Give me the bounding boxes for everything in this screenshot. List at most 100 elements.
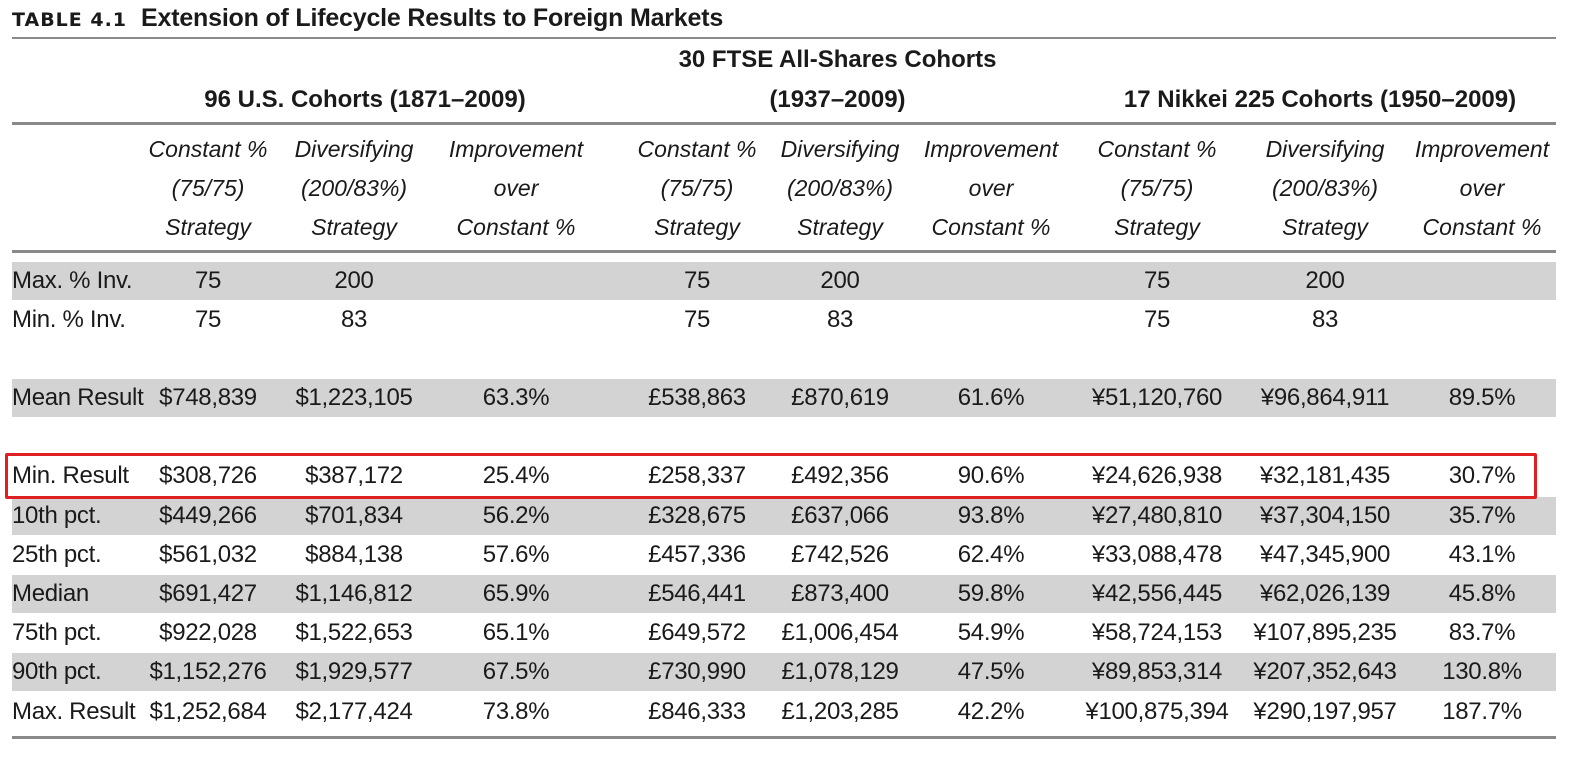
table-cell: £873,400: [791, 580, 889, 607]
table-cell: $1,223,105: [295, 384, 413, 411]
table-cell: £870,619: [791, 384, 889, 411]
table-cell: [916, 262, 1066, 300]
table-cell: 75: [683, 306, 711, 333]
table-title: TABLE 4.1 Extension of Lifecycle Results …: [12, 2, 723, 34]
table-cell: 83.7%: [1448, 619, 1516, 646]
subheader-line: over: [1459, 175, 1505, 201]
table-cell: £730,990: [648, 658, 746, 685]
table-row: Min. Result $308,726 $387,172 25.4% £258,337…: [12, 457, 1556, 495]
table-cell: ¥24,626,938: [1091, 462, 1223, 489]
group-header-us: 96 U.S. Cohorts (1871–2009): [130, 40, 600, 120]
table-cell: 75: [194, 306, 222, 333]
table-cell: £457,336: [648, 541, 746, 568]
subheader-line: Strategy: [311, 214, 397, 240]
table-cell: 73.8%: [482, 698, 550, 725]
table-cell: 63.3%: [482, 384, 550, 411]
row-label: Max. % Inv.: [12, 267, 133, 294]
table-cell: 30.7%: [1448, 462, 1516, 489]
table-cell: 61.6%: [957, 384, 1025, 411]
table-cell: ¥207,352,643: [1253, 658, 1397, 685]
row-label: Mean Result: [12, 384, 144, 411]
table-cell: ¥89,853,314: [1091, 658, 1223, 685]
row-label: 10th pct.: [12, 502, 102, 529]
table-cell: 47.5%: [957, 658, 1025, 685]
table-cell: 67.5%: [482, 658, 550, 685]
table-cell: 187.7%: [1442, 698, 1522, 725]
table-cell: ¥100,875,394: [1085, 698, 1229, 725]
subheader-line: Diversifying: [1265, 136, 1385, 162]
column-subheader: Diversifying (200/83%) Strategy: [1250, 130, 1400, 247]
table-cell: $1,152,276: [149, 658, 267, 685]
table-cell: ¥96,864,911: [1260, 384, 1390, 411]
subheader-line: Diversifying: [294, 136, 414, 162]
table-cell: $1,146,812: [295, 580, 413, 607]
table-cell: 75: [1143, 267, 1171, 294]
table-cell: ¥51,120,760: [1091, 384, 1223, 411]
subheader-line: Improvement: [448, 136, 584, 162]
table-cell: $308,726: [159, 462, 257, 489]
table-row: Max. % Inv. 75 200 75 200 75 200: [12, 262, 1556, 300]
subheader-line: Strategy: [165, 214, 251, 240]
table-cell: £328,675: [648, 502, 746, 529]
table-cell: 62.4%: [957, 541, 1025, 568]
table-cell: £649,572: [648, 619, 746, 646]
table-cell: ¥27,480,810: [1091, 502, 1223, 529]
column-subheader: Improvement over Constant %: [1407, 130, 1557, 247]
table-row: Max. Result $1,252,684 $2,177,424 73.8% £846…: [12, 693, 1556, 731]
top-rule: [12, 37, 1556, 39]
table-cell: £258,337: [648, 462, 746, 489]
table-cell: ¥42,556,445: [1091, 580, 1223, 607]
table-cell: 65.1%: [482, 619, 550, 646]
table-cell: ¥47,345,900: [1259, 541, 1391, 568]
subheader-line: Strategy: [1114, 214, 1200, 240]
table-cell: $2,177,424: [295, 698, 413, 725]
table-row: 25th pct. $561,032 $884,138 57.6% £457,336 £7…: [12, 536, 1556, 574]
table-row: Min. % Inv. 75 83 75 83 75 83: [12, 301, 1556, 339]
table-cell: £1,078,129: [781, 658, 899, 685]
table-cell: [916, 301, 1066, 339]
table-cell: 83: [1311, 306, 1339, 333]
table-cell: $701,834: [305, 502, 403, 529]
table-cell: $449,266: [159, 502, 257, 529]
table-cell: 54.9%: [957, 619, 1025, 646]
table-cell: [441, 262, 591, 300]
table-cell: ¥37,304,150: [1259, 502, 1391, 529]
subheader-line: Constant %: [456, 214, 576, 240]
table-cell: $387,172: [305, 462, 403, 489]
subheader-line: Strategy: [654, 214, 740, 240]
bottom-rule: [12, 736, 1556, 739]
table-row: Mean Result $748,839 $1,223,105 63.3% £538,8…: [12, 379, 1556, 417]
column-subheader: Constant % (75/75) Strategy: [1082, 130, 1232, 247]
table-cell: ¥32,181,435: [1259, 462, 1391, 489]
table-cell: £637,066: [791, 502, 889, 529]
table-cell: 65.9%: [482, 580, 550, 607]
table-cell: 75: [194, 267, 222, 294]
column-subheader: Constant % (75/75) Strategy: [622, 130, 772, 247]
table-cell: $922,028: [159, 619, 257, 646]
subheader-line: Diversifying: [780, 136, 900, 162]
table-row: 75th pct. $922,028 $1,522,653 65.1% £649,572…: [12, 614, 1556, 652]
row-label: 90th pct.: [12, 658, 102, 685]
subheader-line: over: [493, 175, 539, 201]
subheader-rule: [12, 250, 1556, 253]
table-cell: $691,427: [159, 580, 257, 607]
subheader-line: Constant %: [1422, 214, 1542, 240]
table-cell: 130.8%: [1442, 658, 1522, 685]
table-number: TABLE 4.1: [12, 9, 128, 31]
table-row: Median $691,427 $1,146,812 65.9% £546,441 £87…: [12, 575, 1556, 613]
table-cell: 45.8%: [1448, 580, 1516, 607]
row-label: Max. Result: [12, 698, 136, 725]
subheader-line: Strategy: [797, 214, 883, 240]
subheader-line: (75/75): [660, 175, 734, 201]
column-subheader: Improvement over Constant %: [441, 130, 591, 247]
row-label: 25th pct.: [12, 541, 102, 568]
table-cell: £742,526: [791, 541, 889, 568]
table-cell: $884,138: [305, 541, 403, 568]
subheader-line: Constant %: [637, 136, 757, 162]
table-cell: 57.6%: [482, 541, 550, 568]
table-cell: 93.8%: [957, 502, 1025, 529]
group-header-line1: [130, 40, 600, 80]
group-header-nikkei: 17 Nikkei 225 Cohorts (1950–2009): [1090, 40, 1550, 120]
subheader-line: (200/83%): [786, 175, 894, 201]
table-cell: 89.5%: [1448, 384, 1516, 411]
